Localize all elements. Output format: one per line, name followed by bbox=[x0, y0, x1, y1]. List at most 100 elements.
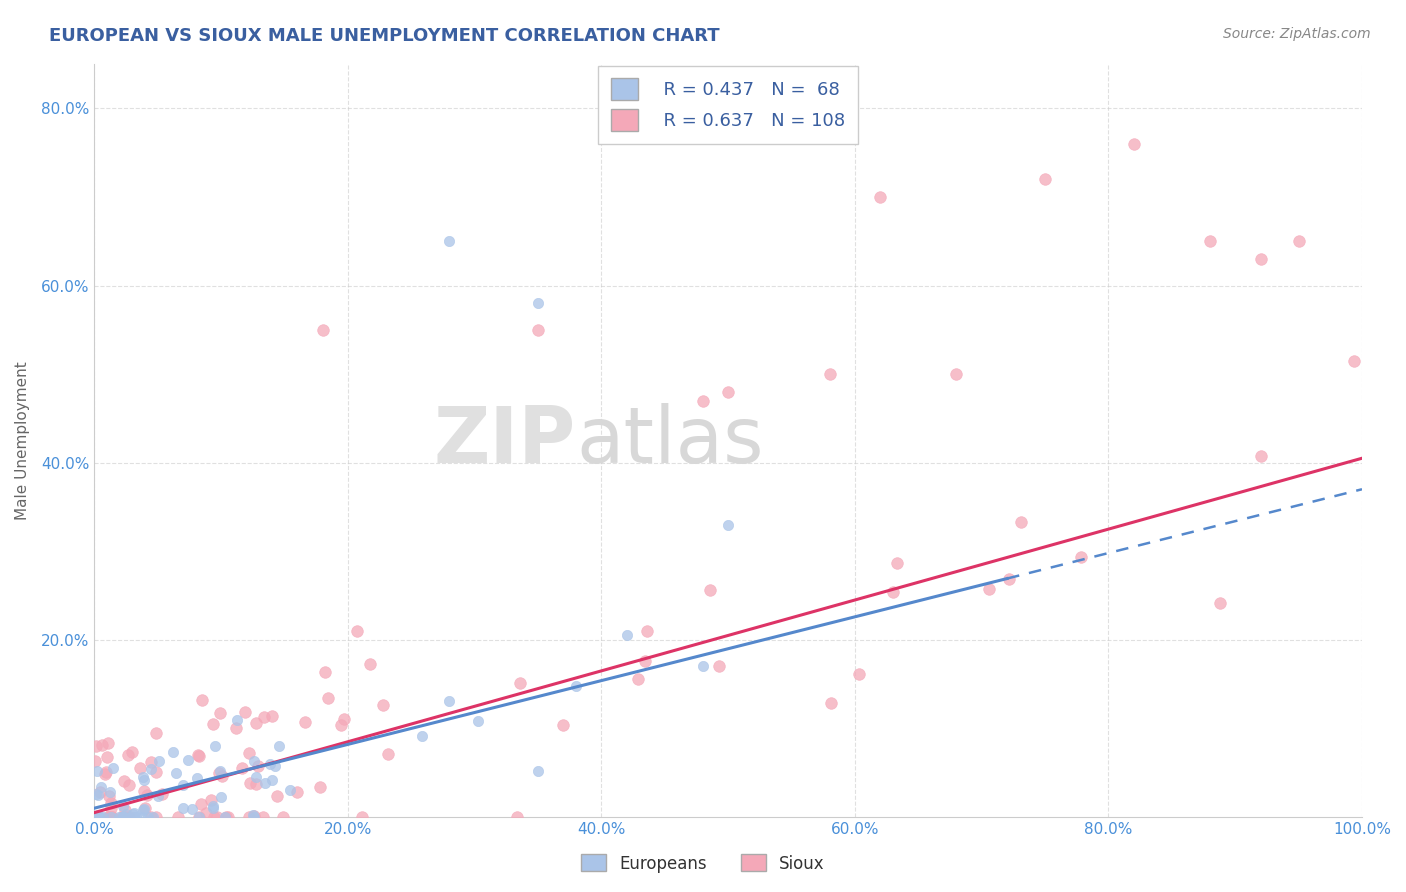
Point bbox=[848, 667, 870, 681]
Point bbox=[527, 323, 550, 337]
Point bbox=[165, 765, 187, 780]
Point bbox=[717, 517, 740, 532]
Point bbox=[411, 729, 433, 743]
Point bbox=[565, 679, 588, 693]
Point bbox=[112, 799, 135, 814]
Text: Source: ZipAtlas.com: Source: ZipAtlas.com bbox=[1223, 27, 1371, 41]
Point bbox=[346, 624, 368, 638]
Legend: Europeans, Sioux: Europeans, Sioux bbox=[575, 847, 831, 880]
Point bbox=[186, 771, 208, 785]
Point bbox=[131, 810, 153, 824]
Point bbox=[439, 694, 461, 708]
Point bbox=[998, 572, 1021, 586]
Point bbox=[627, 672, 650, 686]
Point bbox=[139, 762, 162, 776]
Point bbox=[191, 693, 214, 707]
Point bbox=[134, 784, 156, 798]
Point bbox=[200, 793, 222, 807]
Point bbox=[122, 806, 145, 821]
Point bbox=[311, 323, 333, 337]
Point bbox=[97, 736, 120, 750]
Point bbox=[132, 770, 155, 784]
Point bbox=[1033, 172, 1056, 186]
Point bbox=[202, 810, 225, 824]
Point bbox=[359, 657, 381, 671]
Point bbox=[83, 754, 105, 768]
Point bbox=[96, 764, 118, 779]
Legend:   R = 0.437   N =  68,   R = 0.637   N = 108: R = 0.437 N = 68, R = 0.637 N = 108 bbox=[599, 65, 858, 144]
Point bbox=[112, 774, 135, 789]
Point bbox=[1010, 515, 1032, 529]
Point bbox=[136, 789, 159, 803]
Point bbox=[94, 766, 117, 780]
Point bbox=[869, 190, 891, 204]
Text: atlas: atlas bbox=[576, 402, 763, 478]
Point bbox=[111, 810, 134, 824]
Point bbox=[84, 788, 107, 802]
Point bbox=[246, 759, 269, 773]
Point bbox=[208, 706, 231, 720]
Point bbox=[132, 772, 155, 787]
Point bbox=[717, 384, 740, 399]
Text: EUROPEAN VS SIOUX MALE UNEMPLOYMENT CORRELATION CHART: EUROPEAN VS SIOUX MALE UNEMPLOYMENT CORR… bbox=[49, 27, 720, 45]
Point bbox=[377, 747, 399, 762]
Point bbox=[204, 739, 226, 753]
Point bbox=[1209, 596, 1232, 610]
Point bbox=[90, 780, 112, 794]
Point bbox=[636, 624, 658, 638]
Point bbox=[616, 628, 638, 642]
Point bbox=[692, 393, 714, 408]
Point bbox=[308, 780, 330, 794]
Point bbox=[87, 788, 110, 802]
Point bbox=[278, 783, 301, 797]
Point bbox=[239, 776, 262, 790]
Point bbox=[98, 789, 121, 803]
Point bbox=[202, 716, 225, 731]
Point bbox=[242, 810, 264, 824]
Point bbox=[91, 810, 114, 824]
Text: ZIP: ZIP bbox=[434, 402, 576, 478]
Point bbox=[139, 810, 162, 824]
Point bbox=[371, 698, 394, 713]
Point bbox=[818, 367, 841, 381]
Point bbox=[128, 761, 150, 775]
Point bbox=[177, 753, 200, 767]
Point bbox=[100, 796, 122, 810]
Point bbox=[201, 801, 224, 815]
Point bbox=[945, 367, 967, 381]
Point bbox=[242, 808, 264, 822]
Point bbox=[187, 749, 209, 764]
Point bbox=[253, 710, 276, 724]
Point bbox=[148, 754, 170, 768]
Point bbox=[266, 789, 288, 803]
Point bbox=[977, 582, 1000, 596]
Point bbox=[226, 714, 249, 728]
Point bbox=[211, 769, 233, 783]
Point bbox=[238, 810, 260, 824]
Point bbox=[132, 803, 155, 817]
Point bbox=[139, 755, 162, 769]
Point bbox=[86, 764, 108, 779]
Point bbox=[101, 810, 124, 824]
Point bbox=[238, 746, 260, 760]
Point bbox=[215, 810, 238, 824]
Point bbox=[172, 800, 194, 814]
Point bbox=[115, 806, 138, 821]
Point bbox=[259, 757, 281, 772]
Point bbox=[87, 807, 110, 822]
Point bbox=[100, 800, 122, 814]
Point bbox=[1070, 550, 1092, 565]
Point bbox=[118, 778, 141, 792]
Point bbox=[217, 810, 239, 824]
Point bbox=[1199, 234, 1222, 248]
Point bbox=[634, 654, 657, 668]
Point bbox=[101, 761, 124, 775]
Point bbox=[111, 810, 134, 824]
Point bbox=[527, 296, 550, 310]
Point bbox=[145, 764, 167, 779]
Point bbox=[707, 659, 730, 673]
Point bbox=[252, 810, 274, 824]
Point bbox=[1250, 449, 1272, 463]
Point bbox=[86, 810, 108, 824]
Point bbox=[233, 705, 256, 719]
